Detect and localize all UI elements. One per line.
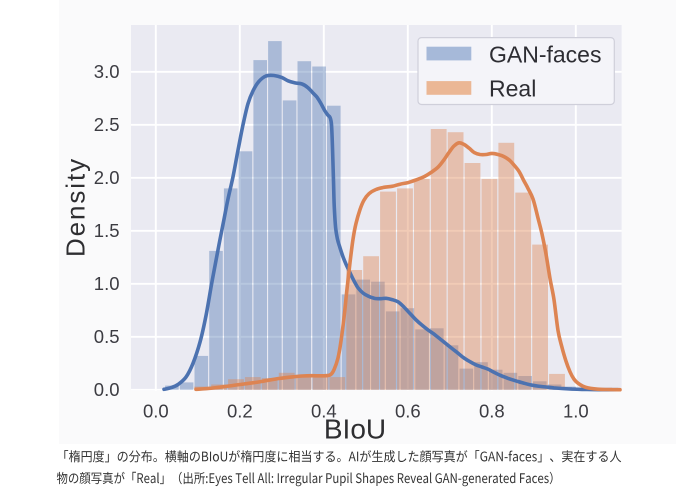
svg-text:BIoU: BIoU <box>324 414 386 445</box>
svg-text:Density: Density <box>61 157 91 257</box>
svg-text:2.5: 2.5 <box>94 114 120 135</box>
svg-text:0.0: 0.0 <box>94 379 120 400</box>
svg-text:0.6: 0.6 <box>395 401 421 422</box>
svg-text:0.8: 0.8 <box>479 401 505 422</box>
svg-text:1.5: 1.5 <box>94 220 120 241</box>
svg-text:2.0: 2.0 <box>94 167 120 188</box>
svg-text:0.4: 0.4 <box>311 401 337 422</box>
svg-text:0.2: 0.2 <box>227 401 253 422</box>
svg-text:1.0: 1.0 <box>563 401 589 422</box>
svg-text:Real: Real <box>489 75 536 101</box>
svg-text:0.5: 0.5 <box>94 326 120 347</box>
svg-text:GAN-faces: GAN-faces <box>489 42 601 68</box>
svg-text:0.0: 0.0 <box>143 401 169 422</box>
svg-text:3.0: 3.0 <box>94 61 120 82</box>
svg-text:1.0: 1.0 <box>94 273 120 294</box>
